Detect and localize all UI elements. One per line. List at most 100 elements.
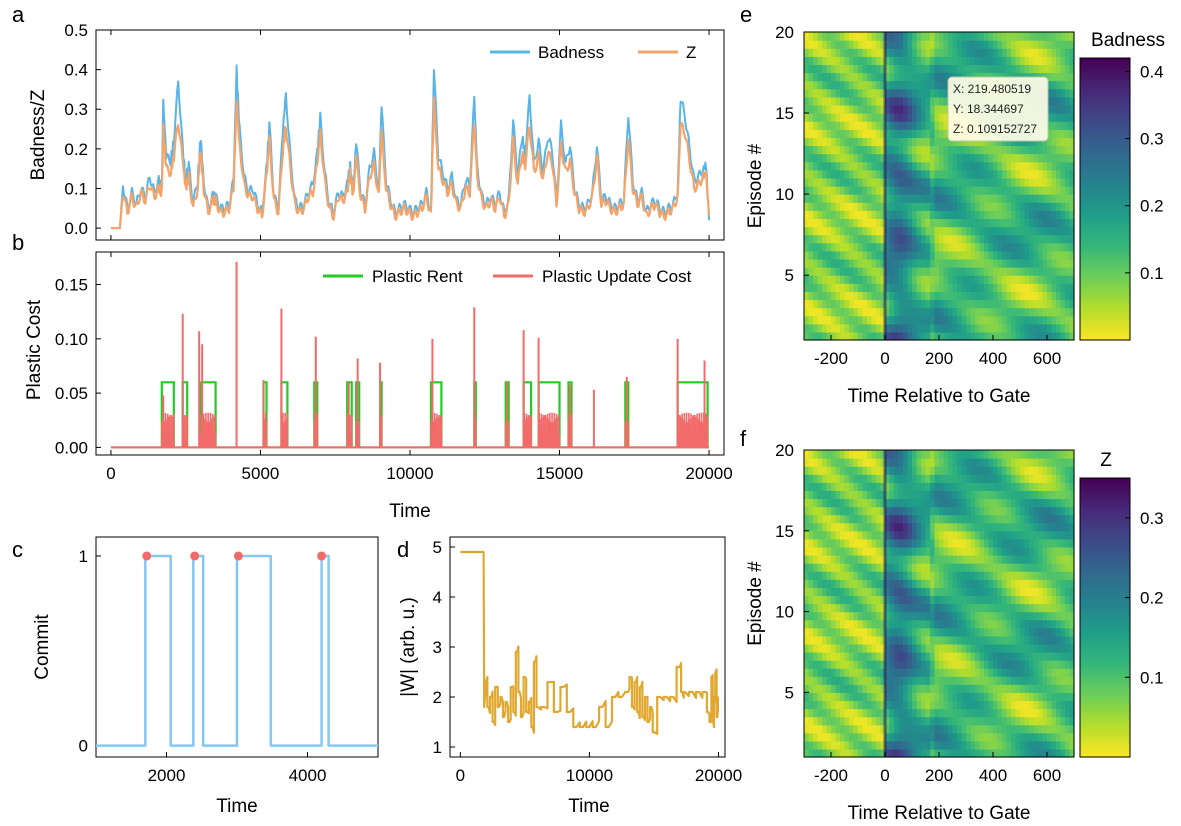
heatmap-cell (898, 748, 904, 758)
heatmap-cell (1069, 676, 1075, 685)
heatmap-cell (867, 145, 873, 155)
heatmap-cell (930, 258, 936, 268)
heatmap-cell (840, 676, 846, 685)
heatmap-cell (907, 153, 913, 163)
heatmap-cell (979, 482, 985, 491)
heatmap-cell (1069, 579, 1075, 588)
heatmap-cell (858, 129, 864, 138)
heatmap-cell (862, 748, 868, 758)
heatmap-cell (1042, 579, 1048, 588)
heatmap-cell (925, 748, 931, 758)
heatmap-cell (993, 595, 999, 605)
heatmap-cell (826, 323, 832, 333)
heatmap-cell (844, 458, 850, 467)
heatmap-cell (858, 546, 864, 556)
heatmap-cell (844, 595, 850, 605)
heatmap-cell (849, 72, 855, 82)
heatmap-cell (862, 708, 868, 718)
x-axis-label: Time (216, 796, 258, 817)
heatmap-cell (1020, 283, 1026, 292)
heatmap-cell (1006, 450, 1012, 459)
heatmap-cell (1033, 522, 1039, 532)
heatmap-cell (831, 668, 837, 677)
heatmap-cell (952, 676, 958, 685)
heatmap-cell (898, 458, 904, 467)
heatmap-cell (970, 619, 976, 629)
heatmap-cell (1024, 724, 1030, 734)
heatmap-cell (853, 555, 859, 564)
heatmap-cell (912, 514, 918, 524)
heatmap-cell (862, 716, 868, 726)
heatmap-cell (988, 676, 994, 685)
heatmap-cell (1065, 137, 1071, 147)
heatmap-cell (867, 474, 873, 483)
heatmap-cell (984, 627, 990, 637)
heatmap-cell (970, 56, 976, 66)
heatmap-cell (898, 283, 904, 292)
heatmap-cell (966, 676, 972, 685)
heatmap-cell (997, 732, 1003, 742)
heatmap-cell (993, 283, 999, 292)
heatmap-cell (862, 177, 868, 187)
heatmap-cell (952, 450, 958, 459)
heatmap-cell (1024, 660, 1030, 669)
heatmap-cell (979, 627, 985, 637)
heatmap-cell (970, 40, 976, 49)
heatmap-cell (813, 104, 819, 114)
heatmap-cell (921, 72, 927, 82)
heatmap-cell (988, 530, 994, 540)
heatmap-cell (1011, 64, 1017, 74)
heatmap-cell (876, 32, 882, 41)
heatmap-cell (1042, 587, 1048, 597)
heatmap-cell (970, 514, 976, 524)
heatmap-cell (993, 145, 999, 155)
heatmap-cell (826, 708, 832, 718)
heatmap-cell (1047, 627, 1053, 637)
heatmap-cell (871, 96, 877, 106)
heatmap-cell (862, 595, 868, 605)
heatmap-cell (831, 186, 837, 195)
heatmap-cell (889, 218, 895, 228)
heatmap-cell (943, 748, 949, 758)
heatmap-cell (822, 242, 828, 252)
heatmap-cell (898, 474, 904, 483)
heatmap-cell (903, 299, 909, 309)
heatmap-cell (840, 482, 846, 491)
heatmap-cell (970, 724, 976, 734)
heatmap-cell (997, 587, 1003, 597)
heatmap-cell (912, 177, 918, 187)
heatmap-cell (1060, 186, 1066, 195)
heatmap-cell (1047, 315, 1053, 325)
heatmap-cell (867, 530, 873, 540)
heatmap-cell (966, 635, 972, 645)
colorbar-segment (1080, 160, 1130, 165)
heatmap-cell (817, 96, 823, 106)
heatmap-cell (813, 186, 819, 195)
heatmap-cell (808, 161, 814, 171)
heatmap-cell (1042, 299, 1048, 309)
heatmap-cell (1002, 145, 1008, 155)
heatmap-cell (921, 651, 927, 661)
heatmap-cell (961, 48, 967, 57)
heatmap-cell (808, 587, 814, 597)
heatmap-cell (844, 660, 850, 669)
heatmap-cell (1006, 546, 1012, 556)
heatmap-cell (840, 275, 846, 284)
heatmap-cell (970, 490, 976, 500)
heatmap-cell (871, 113, 877, 122)
heatmap-cell (1051, 514, 1057, 524)
heatmap-cell (1006, 627, 1012, 637)
heatmap-cell (876, 177, 882, 187)
heatmap-cell (988, 619, 994, 629)
heatmap-cell (984, 651, 990, 661)
heatmap-cell (925, 692, 931, 702)
heatmap-cell (813, 169, 819, 179)
heatmap-cell (867, 571, 873, 580)
heatmap-cell (894, 315, 900, 325)
heatmap-cell (835, 474, 841, 483)
heatmap-cell (898, 676, 904, 685)
heatmap-cell (1056, 668, 1062, 677)
heatmap-cell (894, 716, 900, 726)
heatmap-cell (804, 226, 810, 236)
heatmap-cell (822, 56, 828, 66)
